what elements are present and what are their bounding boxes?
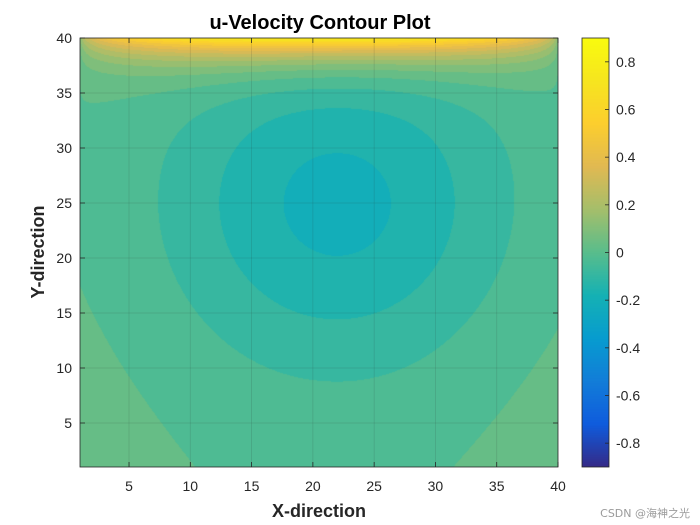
- y-tick-label: 30: [56, 140, 72, 156]
- colorbar-gradient: [582, 38, 609, 467]
- y-tick-label: 40: [56, 30, 72, 46]
- colorbar-tick-label: 0.8: [616, 54, 636, 70]
- y-tick-label: 25: [56, 195, 72, 211]
- colorbar-tick-label: -0.2: [616, 292, 640, 308]
- y-tick-label: 15: [56, 305, 72, 321]
- y-tick-label: 10: [56, 360, 72, 376]
- colorbar-tick-label: -0.8: [616, 435, 640, 451]
- x-tick-label: 25: [366, 478, 382, 494]
- x-tick-label: 35: [489, 478, 505, 494]
- contour-plot-area: [79, 37, 559, 468]
- y-tick-label: 5: [64, 415, 72, 431]
- watermark: CSDN @海神之光: [600, 507, 690, 520]
- y-axis-title: Y-direction: [28, 205, 48, 298]
- y-axis: 5 10 15 20 25 30 35 40: [56, 30, 558, 431]
- x-tick-label: 15: [244, 478, 260, 494]
- plot-frame: [79, 37, 559, 468]
- x-tick-label: 5: [125, 478, 133, 494]
- colorbar: -0.8 -0.6 -0.4 -0.2 0 0.2 0.4 0.6 0.8: [581, 37, 640, 468]
- colorbar-tick-label: 0.2: [616, 197, 636, 213]
- x-tick-label: 30: [428, 478, 444, 494]
- y-tick-label: 35: [56, 85, 72, 101]
- x-tick-label: 20: [305, 478, 321, 494]
- x-tick-label: 10: [183, 478, 199, 494]
- colorbar-tick-label: 0: [616, 245, 624, 261]
- x-tick-label: 40: [550, 478, 566, 494]
- x-axis: 5 10 15 20 25 30 35 40: [125, 38, 566, 494]
- grid-lines: [80, 38, 558, 467]
- colorbar-tick-label: 0.4: [616, 149, 636, 165]
- colorbar-tick-label: 0.6: [616, 102, 636, 118]
- contour-field: [80, 38, 558, 467]
- y-tick-label: 20: [56, 250, 72, 266]
- colorbar-tick-label: -0.6: [616, 388, 640, 404]
- colorbar-tick-label: -0.4: [616, 340, 640, 356]
- colorbar-ticks: -0.8 -0.6 -0.4 -0.2 0 0.2 0.4 0.6 0.8: [605, 54, 640, 451]
- chart-title: u-Velocity Contour Plot: [209, 12, 430, 34]
- x-axis-title: X-direction: [272, 501, 366, 521]
